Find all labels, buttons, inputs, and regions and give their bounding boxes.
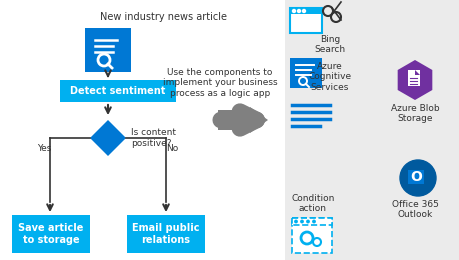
- FancyBboxPatch shape: [289, 58, 321, 88]
- Text: Azure
Cognitive
Services: Azure Cognitive Services: [308, 62, 351, 92]
- FancyBboxPatch shape: [291, 218, 331, 225]
- Circle shape: [399, 160, 435, 196]
- Polygon shape: [414, 70, 419, 75]
- Text: Is content
positive?: Is content positive?: [131, 128, 176, 148]
- Text: Office 365
Outlook: Office 365 Outlook: [391, 200, 437, 219]
- FancyBboxPatch shape: [289, 8, 321, 14]
- Polygon shape: [90, 120, 126, 156]
- Text: Condition
action: Condition action: [291, 194, 334, 213]
- Text: Bing
Search: Bing Search: [314, 35, 345, 54]
- Circle shape: [300, 220, 302, 223]
- FancyBboxPatch shape: [289, 8, 321, 33]
- Text: Email public
relations: Email public relations: [132, 223, 199, 245]
- FancyBboxPatch shape: [60, 80, 176, 102]
- FancyBboxPatch shape: [291, 218, 331, 253]
- Circle shape: [306, 220, 308, 223]
- Text: Save article
to storage: Save article to storage: [18, 223, 84, 245]
- FancyBboxPatch shape: [407, 70, 419, 86]
- Text: New industry news article: New industry news article: [100, 12, 226, 22]
- Text: Use the components to
implement your business
process as a logic app: Use the components to implement your bus…: [162, 68, 277, 98]
- Text: Detect sentiment: Detect sentiment: [70, 86, 165, 96]
- Text: Azure Blob
Storage: Azure Blob Storage: [390, 104, 438, 123]
- Text: O: O: [409, 170, 421, 184]
- Polygon shape: [397, 60, 431, 100]
- FancyArrow shape: [218, 107, 268, 133]
- FancyBboxPatch shape: [12, 215, 90, 253]
- Text: Yes: Yes: [37, 144, 51, 153]
- Circle shape: [294, 220, 297, 223]
- Circle shape: [292, 10, 295, 12]
- FancyBboxPatch shape: [85, 28, 131, 72]
- Text: No: No: [166, 144, 178, 153]
- FancyBboxPatch shape: [127, 215, 205, 253]
- Circle shape: [312, 220, 314, 223]
- FancyBboxPatch shape: [407, 170, 423, 184]
- FancyBboxPatch shape: [285, 0, 459, 260]
- Circle shape: [302, 10, 305, 12]
- Circle shape: [297, 10, 300, 12]
